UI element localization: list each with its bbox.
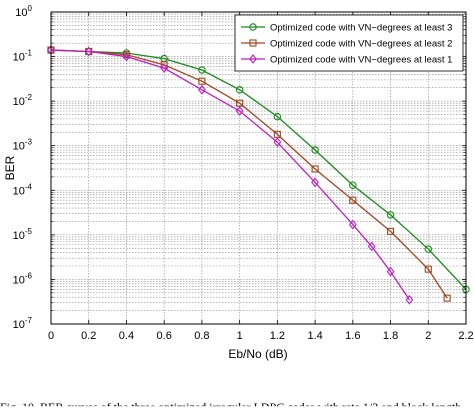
data-point-diamond [235, 106, 244, 116]
data-point-circle [424, 245, 433, 253]
data-point-diamond [273, 137, 282, 148]
data-point-diamond [122, 51, 131, 62]
series-line-square [50, 49, 448, 299]
data-point-circle [273, 112, 282, 121]
x-tick-label: 1.6 [345, 330, 360, 342]
data-point-circle [386, 211, 395, 219]
data-point-circle [198, 66, 206, 74]
data-point-circle [235, 86, 244, 94]
x-tick-label: 0.2 [81, 330, 96, 342]
data-point-circle [249, 23, 257, 31]
data-point-circle [349, 181, 357, 189]
x-axis-label: Eb/No (dB) [228, 347, 287, 361]
series-line-diamond [50, 49, 410, 301]
data-point-square [198, 77, 206, 85]
ber-chart: 0 0.2 0.4 0.6 0.8 1 1.2 1.4 1.6 1.8 2 2.2 100 10-1 10-… [3, 4, 474, 361]
x-tick-label: 1.4 [307, 330, 322, 342]
data-point-diamond [198, 84, 206, 95]
legend-label: Optimized code with VN−degrees at least … [270, 39, 452, 50]
data-point-square [424, 265, 432, 273]
x-tick-label: 1.2 [270, 330, 285, 342]
legend: Optimized code with VN−degrees at least … [234, 14, 464, 72]
data-point-diamond [84, 46, 93, 57]
y-tick-label: 10-4 [13, 182, 33, 197]
y-tick-label: 10-5 [13, 227, 33, 242]
x-tick-label: 1 [237, 330, 243, 342]
data-point-diamond [367, 241, 376, 252]
data-point-diamond [249, 54, 257, 64]
y-tick-label: 10-7 [13, 316, 33, 331]
data-point-square [443, 294, 451, 302]
y-tick-label: 10-2 [13, 93, 33, 108]
data-point-diamond [405, 294, 414, 305]
y-tick-label: 100 [15, 4, 32, 19]
data-point-square [349, 196, 357, 204]
data-point-circle [311, 146, 319, 154]
legend-label: Optimized code with VN−degrees at least … [270, 55, 452, 66]
legend-label: Optimized code with VN−degrees at least … [270, 23, 452, 34]
data-point-square [249, 39, 257, 47]
x-tick-label: 0.6 [157, 330, 172, 342]
x-tick-label: 2.2 [458, 330, 473, 342]
data-point-diamond [386, 266, 395, 277]
data-point-square [311, 165, 319, 173]
x-tick-label: 0.8 [194, 330, 209, 342]
series-line-circle [50, 49, 467, 290]
x-tick-label: 0 [48, 330, 54, 342]
x-tick-label: 0.4 [119, 330, 134, 342]
data-point-diamond [311, 177, 319, 188]
data-point-diamond [160, 63, 169, 74]
y-axis-label: BER [3, 155, 17, 180]
y-tick-label: 10-3 [13, 138, 33, 153]
x-tick-label: 1.8 [383, 330, 398, 342]
data-point-diamond [348, 219, 357, 230]
data-point-square [386, 227, 395, 235]
plot-frame [50, 11, 467, 325]
legend-box [234, 14, 464, 72]
series-lines [47, 45, 470, 305]
axis-ticks: 0 0.2 0.4 0.6 0.8 1 1.2 1.4 1.6 1.8 2 2.2 100 10-1 10-… [13, 4, 474, 342]
x-tick-label: 2 [425, 330, 431, 342]
y-tick-label: 10-1 [13, 49, 33, 64]
figure-caption: Fig. 10. BER curves of the three optimiz… [0, 400, 462, 414]
y-tick-label: 10-6 [13, 271, 33, 286]
